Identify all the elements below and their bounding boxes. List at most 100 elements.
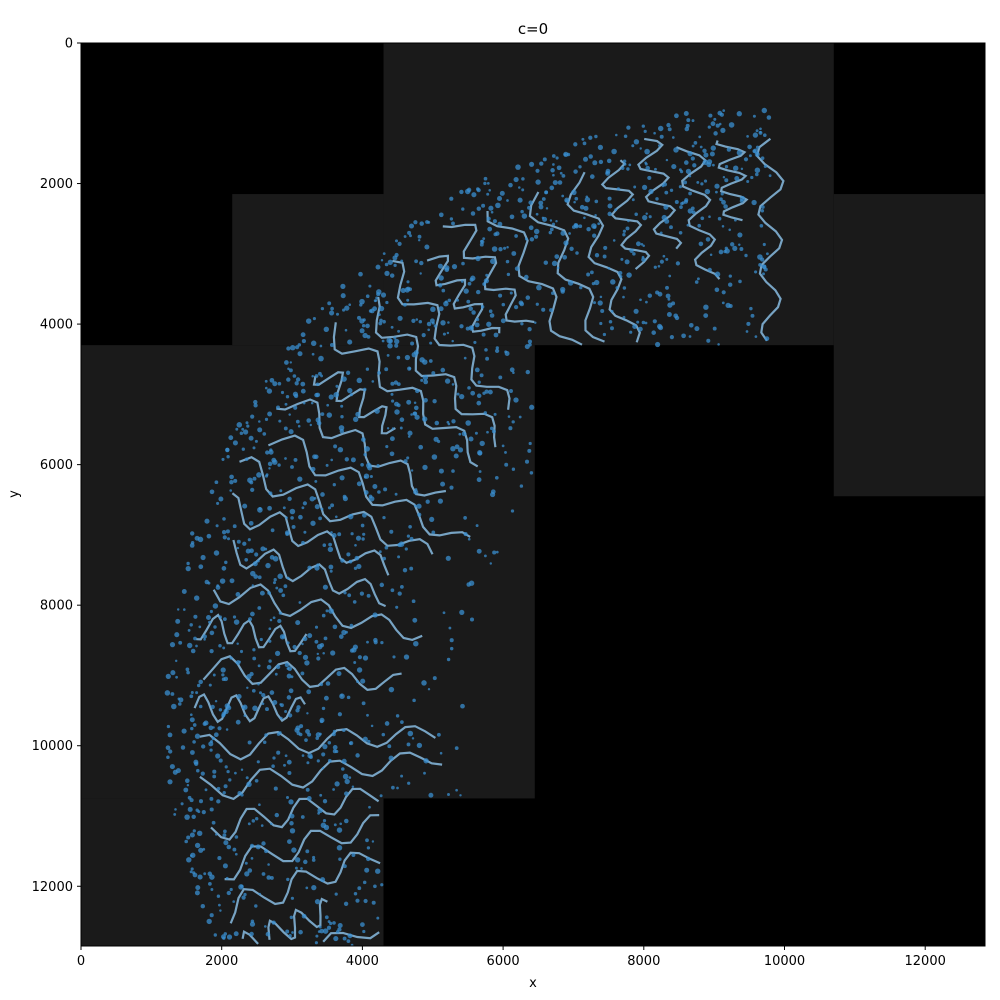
cell-point — [535, 179, 541, 185]
cell-point — [317, 807, 323, 814]
cell-point — [403, 654, 410, 660]
cell-point — [487, 389, 493, 395]
cell-point — [442, 611, 446, 615]
cell-point — [397, 591, 402, 596]
cell-point — [697, 223, 701, 228]
cell-point — [171, 703, 177, 710]
cell-point — [363, 387, 367, 392]
cell-point — [732, 165, 739, 171]
cell-point — [268, 467, 271, 470]
cell-point — [662, 254, 666, 258]
cell-point — [298, 601, 302, 604]
cell-point — [585, 195, 589, 199]
cell-point — [223, 829, 227, 834]
cell-point — [344, 791, 349, 796]
cell-point — [198, 704, 203, 709]
cell-point — [200, 771, 205, 776]
cell-point — [438, 468, 444, 474]
cell-point — [350, 532, 354, 536]
cell-point — [343, 591, 347, 595]
cell-point — [411, 599, 416, 604]
cell-point — [318, 516, 322, 521]
cell-point — [334, 515, 338, 519]
cell-point — [283, 584, 288, 589]
cell-point — [340, 414, 344, 419]
cell-point — [267, 863, 270, 866]
cell-point — [417, 234, 422, 239]
cell-point — [203, 872, 207, 876]
cell-point — [449, 646, 454, 651]
cell-point — [382, 252, 386, 255]
cell-point — [527, 205, 531, 210]
cell-point — [365, 838, 369, 843]
cell-point — [285, 795, 290, 800]
cell-point — [642, 244, 645, 247]
cell-point — [166, 724, 171, 729]
cell-point — [752, 132, 759, 138]
cell-point — [375, 296, 379, 300]
cell-point — [322, 799, 328, 804]
cell-point — [440, 367, 446, 373]
cell-point — [483, 411, 488, 415]
cell-point — [257, 606, 262, 610]
cell-point — [330, 531, 333, 534]
cell-point — [755, 129, 759, 133]
cell-point — [442, 332, 446, 336]
cell-point — [254, 904, 258, 908]
cell-point — [499, 190, 505, 196]
cell-point — [412, 698, 416, 703]
cell-point — [271, 920, 276, 925]
cell-point — [476, 188, 481, 193]
cell-point — [185, 565, 191, 572]
cell-point — [209, 796, 214, 801]
cell-point — [409, 536, 414, 541]
cell-point — [693, 141, 698, 145]
cell-point — [759, 223, 764, 228]
cell-point — [419, 260, 424, 266]
cell-point — [361, 324, 366, 328]
cell-point — [233, 478, 238, 483]
cell-point — [588, 154, 593, 159]
cell-point — [321, 766, 325, 770]
cell-point — [406, 298, 410, 302]
cell-point — [174, 632, 180, 638]
cell-point — [221, 457, 225, 461]
cell-point — [338, 425, 345, 431]
cell-point — [622, 233, 626, 237]
cell-point — [643, 129, 647, 133]
cell-point — [323, 695, 329, 701]
cell-point — [243, 892, 247, 897]
cell-point — [491, 429, 496, 434]
cell-point — [456, 392, 460, 396]
cell-point — [217, 856, 222, 861]
cell-point — [583, 216, 586, 220]
cell-point — [234, 771, 237, 775]
cell-point — [361, 701, 366, 706]
cell-point — [429, 341, 433, 345]
cell-point — [194, 842, 201, 849]
cell-point — [314, 565, 320, 571]
cell-point — [289, 915, 294, 920]
cell-point — [287, 839, 292, 844]
cell-point — [298, 514, 303, 520]
cell-point — [172, 769, 178, 775]
cell-point — [528, 225, 534, 231]
cell-point — [763, 164, 768, 169]
cell-point — [489, 313, 495, 318]
cell-point — [194, 761, 199, 766]
cell-point — [212, 774, 217, 779]
cell-point — [362, 512, 367, 518]
cell-point — [520, 322, 524, 326]
cell-point — [295, 419, 300, 424]
cell-point — [260, 824, 264, 827]
cell-point — [225, 876, 229, 880]
cell-point — [440, 481, 446, 487]
cell-point — [513, 304, 519, 310]
cell-point — [340, 558, 345, 563]
cell-point — [232, 524, 237, 529]
cell-point — [765, 252, 769, 256]
cell-point — [625, 226, 630, 231]
cell-point — [578, 165, 582, 169]
cell-point — [233, 931, 239, 937]
cell-point — [589, 174, 595, 179]
